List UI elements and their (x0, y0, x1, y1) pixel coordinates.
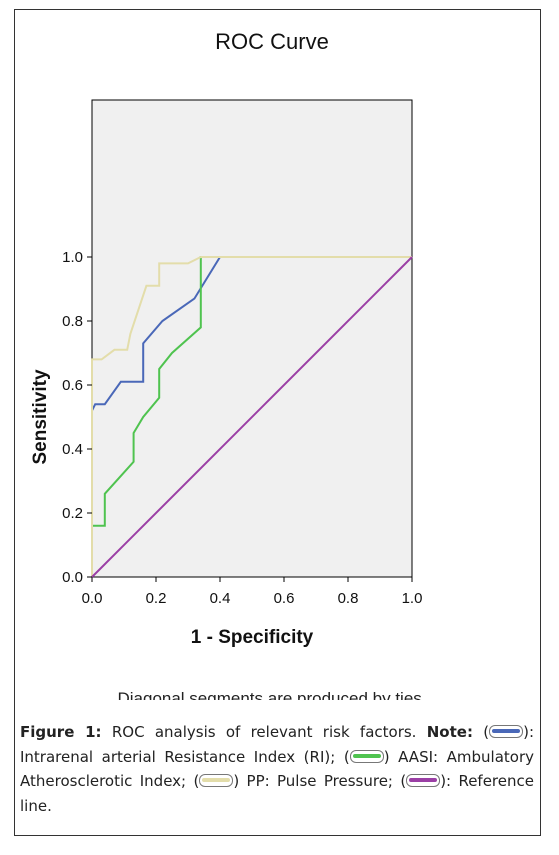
legend-text-reference: ): Reference line. (20, 772, 534, 815)
x-tick-label: 0.0 (82, 590, 103, 607)
legend-text-aasi: ) AASI: Ambulatory Atherosclerotic Index… (20, 747, 534, 791)
series-line-aasi (91, 256, 412, 577)
y-tick-label: 0.4 (62, 441, 83, 458)
plot-area (91, 99, 413, 578)
y-tick-label: 0.6 (62, 377, 83, 394)
legend-swatch-reference (406, 774, 441, 787)
figure-label: Figure 1: (20, 723, 102, 741)
x-tick-label: 1.0 (402, 590, 423, 607)
series-line-reference (91, 256, 413, 578)
y-tick-label: 0.2 (62, 505, 83, 522)
y-tick-label: 0.8 (62, 313, 83, 330)
legend-line-reference (409, 778, 438, 782)
footnote: Diagonal segments are produced by ties. (117, 689, 426, 700)
legend-swatch-pp (199, 774, 234, 787)
y-tick-label: 0.0 (62, 569, 83, 586)
x-tick-label: 0.4 (210, 590, 231, 607)
legend-line-ri (492, 729, 521, 733)
legend-text-pp: ) PP: Pulse Pressure; ( (233, 772, 407, 790)
y-tick-label: 1.0 (62, 249, 83, 266)
x-tick-label: 0.2 (146, 590, 167, 607)
note-label: Note: (426, 723, 473, 741)
legend-swatch-ri (489, 725, 524, 738)
series-line-ri (91, 256, 412, 577)
legend-swatch-aasi (349, 749, 384, 763)
figure-caption: Figure 1: ROC analysis of relevant risk … (20, 723, 534, 815)
x-tick-label: 0.8 (338, 590, 359, 607)
figure-text: ROC analysis of relevant risk factors. (101, 723, 427, 741)
x-tick-label: 0.6 (274, 590, 295, 607)
series-line-pp (91, 256, 412, 577)
tick-layer: 0.0 0.2 0.4 0.6 0.8 1.0 0.0 0.2 0.4 0.6 0.8 1.0 (62, 249, 422, 607)
legend-text-ri: ): Intrarenal arterial Resistance Index … (20, 723, 534, 766)
x-axis-label: 1 - Specificity (191, 627, 314, 648)
y-axis-label: Sensitivity (30, 369, 51, 464)
legend-line-aasi (352, 753, 381, 758)
series-layer (91, 256, 413, 578)
roc-chart: ROC Curve 0.0 0.2 0.4 0.6 0.8 1.0 0.0 0.2 0.4 0.6… (30, 29, 427, 700)
legend-line-pp (202, 778, 231, 782)
chart-title: ROC Curve (215, 29, 329, 54)
